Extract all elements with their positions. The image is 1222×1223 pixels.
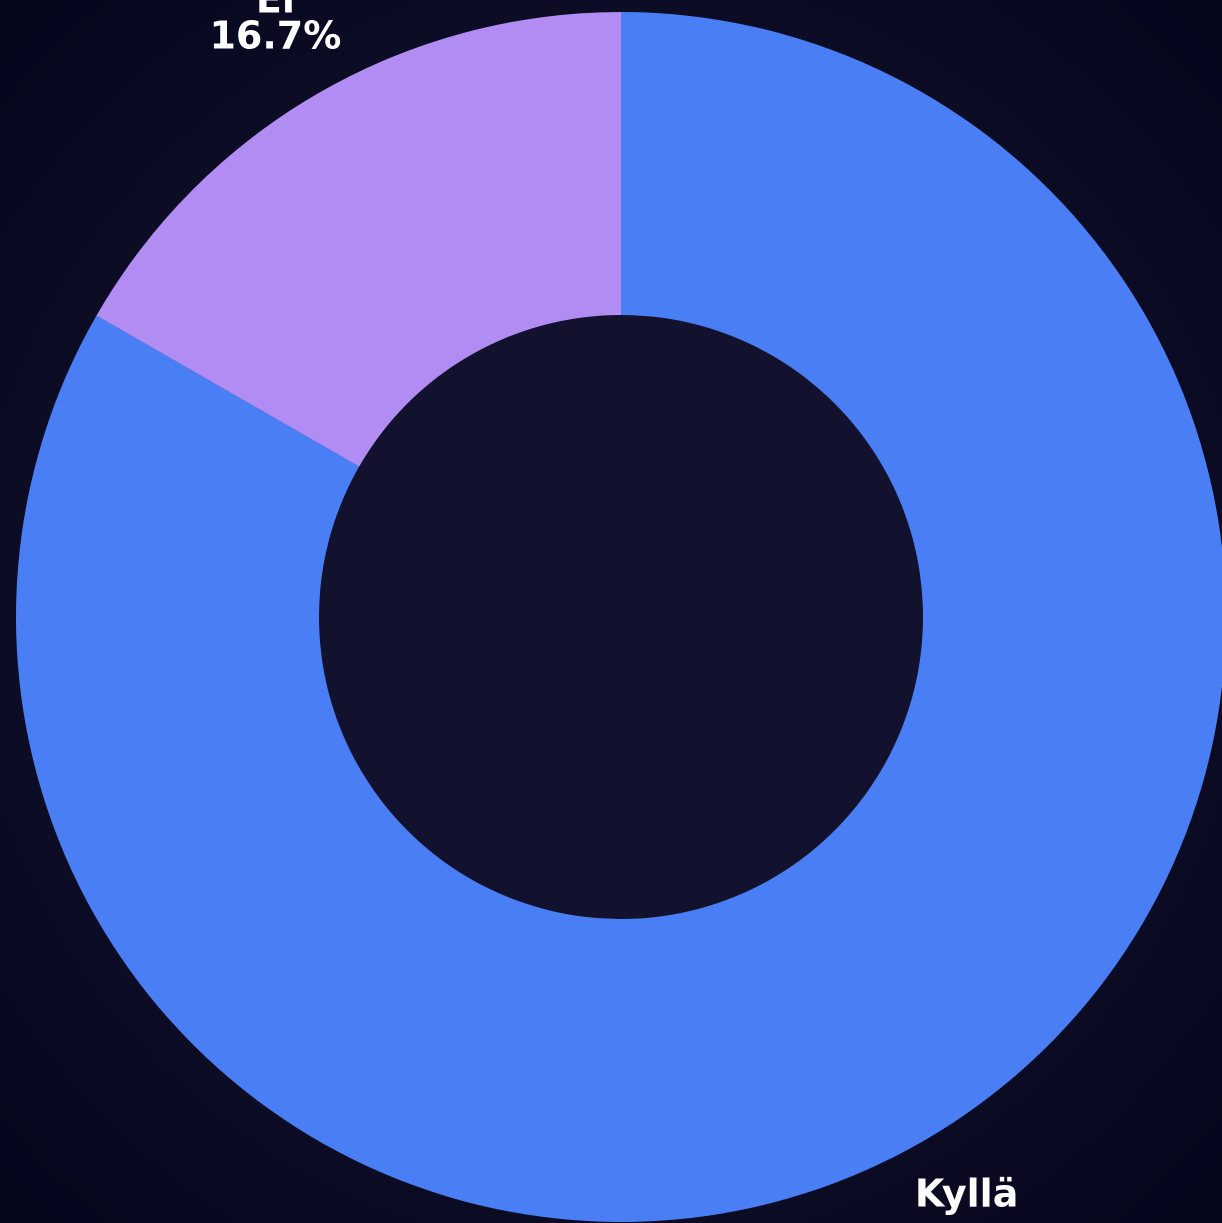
slice-label: Ei [256,0,295,21]
donut-slice [16,12,1222,1222]
slice-label: Kyllä [915,1172,1018,1216]
donut-slice [96,12,621,467]
donut-hole [319,315,923,919]
value-label: 16.7% [209,13,341,57]
